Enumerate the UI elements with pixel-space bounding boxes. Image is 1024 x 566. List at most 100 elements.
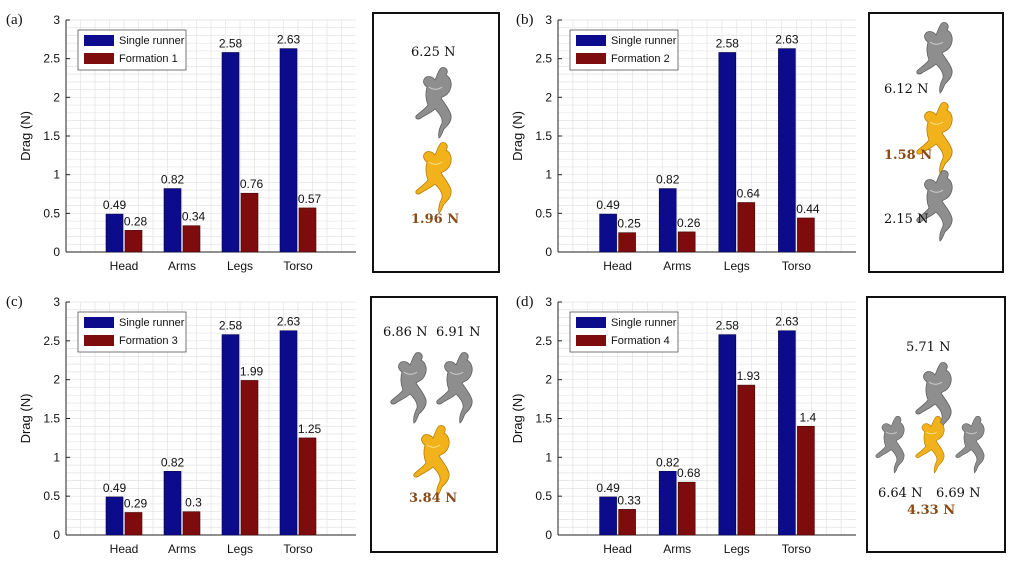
data-label: 2.63: [277, 315, 301, 329]
y-tick-label: 3: [545, 13, 552, 27]
force-a-lead: 6.25 N: [411, 45, 456, 60]
panel-label-a: (a): [6, 12, 23, 28]
bar-formation-torso: [797, 425, 815, 536]
x-tick-label: Torso: [782, 542, 812, 556]
bar-formation-head: [618, 232, 636, 253]
data-label: 2.63: [277, 33, 301, 47]
legend-swatch-single: [84, 35, 114, 46]
runner-gold-icon: [912, 414, 952, 474]
y-tick-label: 2.5: [535, 334, 552, 348]
data-label: 0.82: [656, 455, 680, 469]
x-tick-label: Torso: [283, 259, 313, 273]
y-tick-label: 1: [545, 168, 552, 182]
data-label: 0.34: [182, 210, 206, 224]
force-c-runner: 3.84 N: [409, 491, 458, 506]
data-label: 0.25: [617, 217, 641, 231]
data-label: 2.63: [775, 33, 799, 47]
bar-formation-arms: [677, 481, 696, 536]
panel-label-d: (d): [516, 294, 534, 310]
y-tick-label: 1.5: [43, 129, 60, 143]
runner-gold-icon: [411, 140, 461, 214]
data-label: 2.58: [219, 36, 243, 50]
runner-gray-icon: [411, 65, 461, 139]
data-label: 1.4: [800, 410, 817, 424]
y-axis-label: Drag (N): [18, 394, 33, 444]
data-label: 0.82: [656, 173, 680, 187]
data-label: 0.68: [677, 466, 701, 480]
runner-gray-icon: [386, 350, 436, 424]
bar-single-arms: [163, 471, 182, 536]
x-tick-label: Head: [603, 259, 632, 273]
bar-single-legs: [221, 334, 240, 536]
y-tick-label: 1: [53, 168, 60, 182]
legend-label: Single runner: [119, 317, 185, 329]
data-label: 0.3: [185, 496, 202, 510]
y-axis-label: Drag (N): [510, 111, 525, 161]
data-label: 0.29: [124, 496, 148, 510]
data-label: 0.49: [103, 198, 127, 212]
x-tick-label: Legs: [724, 542, 750, 556]
bar-single-torso: [279, 48, 298, 253]
legend-label: Single runner: [611, 317, 677, 329]
y-tick-label: 1.5: [535, 412, 552, 426]
runner-gray-icon: [432, 350, 482, 424]
x-tick-label: Head: [110, 259, 139, 273]
y-tick-label: 0: [53, 245, 60, 259]
y-axis-label: Drag (N): [510, 394, 525, 444]
bar-formation-legs: [737, 202, 756, 253]
bar-single-arms: [163, 188, 182, 253]
bar-formation-torso: [298, 437, 317, 536]
y-tick-label: 3: [545, 295, 552, 309]
y-tick-label: 1: [545, 450, 552, 464]
bar-single-torso: [778, 48, 796, 253]
x-tick-label: Legs: [227, 259, 253, 273]
legend-label: Formation 3: [119, 335, 178, 347]
x-tick-label: Legs: [227, 542, 253, 556]
bar-formation-legs: [737, 384, 756, 536]
x-tick-label: Arms: [168, 259, 196, 273]
data-label: 0.82: [161, 173, 185, 187]
data-label: 2.58: [716, 36, 740, 50]
y-tick-label: 2.5: [43, 52, 60, 66]
bar-single-legs: [221, 52, 240, 253]
bar-formation-arms: [182, 511, 201, 536]
data-label: 0.49: [596, 198, 620, 212]
data-label: 0.57: [298, 192, 322, 206]
bar-single-head: [599, 496, 617, 536]
legend-swatch-single: [576, 35, 606, 46]
data-label: 0.28: [124, 214, 148, 228]
x-tick-label: Torso: [283, 542, 313, 556]
legend-swatch-formation: [84, 53, 114, 64]
legend-swatch-single: [84, 317, 114, 328]
force-b-runner: 1.58 N: [884, 148, 933, 163]
y-tick-label: 0: [53, 528, 60, 542]
bar-single-legs: [718, 334, 737, 536]
y-tick-label: 0: [545, 245, 552, 259]
data-label: 1.93: [737, 369, 761, 383]
x-tick-label: Head: [110, 542, 139, 556]
force-d-lead: 5.71 N: [906, 340, 951, 355]
y-tick-label: 1.5: [43, 412, 60, 426]
bar-formation-head: [124, 512, 143, 536]
bar-single-head: [599, 213, 617, 253]
y-tick-label: 2: [53, 90, 60, 104]
data-label: 0.82: [161, 455, 185, 469]
y-tick-label: 1.5: [535, 129, 552, 143]
force-c-right: 6.91 N: [436, 325, 481, 340]
runner-gray-icon: [952, 414, 992, 474]
data-label: 2.58: [716, 319, 740, 333]
bar-formation-legs: [240, 192, 259, 253]
force-c-left: 6.86 N: [383, 325, 428, 340]
legend-label: Formation 4: [611, 335, 670, 347]
bar-single-torso: [279, 330, 298, 536]
bar-single-head: [105, 213, 124, 253]
data-label: 2.58: [219, 319, 243, 333]
data-label: 2.63: [775, 315, 799, 329]
legend-swatch-single: [576, 317, 606, 328]
legend-swatch-formation: [576, 53, 606, 64]
panel-label-b: (b): [516, 12, 534, 28]
legend-label: Formation 2: [611, 53, 670, 65]
y-tick-label: 2: [53, 373, 60, 387]
legend-swatch-formation: [576, 335, 606, 346]
